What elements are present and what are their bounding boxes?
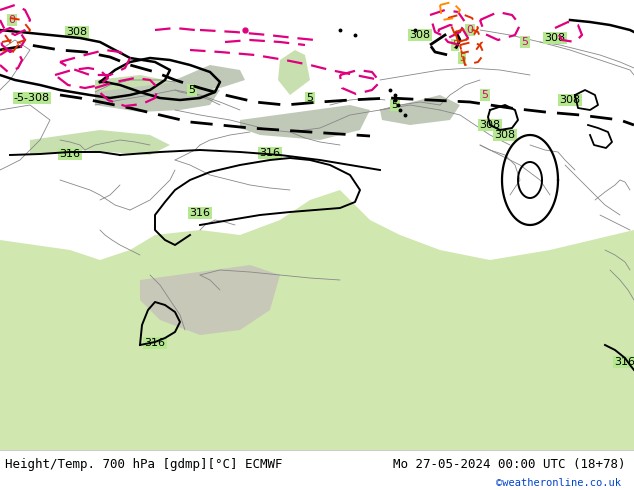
Text: 308: 308 (495, 130, 515, 140)
Polygon shape (380, 95, 460, 125)
Text: 5: 5 (459, 53, 465, 63)
Text: 5: 5 (481, 90, 489, 100)
Polygon shape (95, 82, 220, 112)
Text: 316: 316 (259, 148, 280, 158)
Polygon shape (30, 130, 170, 155)
Text: -5-308: -5-308 (14, 93, 50, 103)
Text: 308: 308 (559, 95, 581, 105)
Polygon shape (240, 105, 370, 140)
Polygon shape (140, 265, 280, 335)
Text: 5: 5 (452, 40, 458, 50)
Text: 316: 316 (145, 338, 165, 348)
Text: 308: 308 (410, 30, 430, 40)
Text: 5: 5 (306, 93, 313, 103)
Polygon shape (175, 65, 245, 88)
Polygon shape (278, 50, 310, 95)
Text: 5: 5 (522, 37, 529, 47)
Text: 0: 0 (467, 25, 474, 35)
Text: 316: 316 (60, 149, 81, 159)
Text: ©weatheronline.co.uk: ©weatheronline.co.uk (496, 478, 621, 488)
Text: 316: 316 (190, 208, 210, 218)
Text: 308: 308 (67, 27, 87, 37)
Polygon shape (0, 190, 634, 450)
Text: 5: 5 (392, 100, 399, 110)
Text: 0: 0 (8, 15, 15, 25)
Text: 5: 5 (188, 85, 195, 95)
Polygon shape (95, 75, 175, 95)
Text: 308: 308 (545, 33, 566, 43)
Text: Height/Temp. 700 hPa [gdmp][°C] ECMWF: Height/Temp. 700 hPa [gdmp][°C] ECMWF (5, 458, 283, 470)
Text: Mo 27-05-2024 00:00 UTC (18+78): Mo 27-05-2024 00:00 UTC (18+78) (393, 458, 626, 470)
Text: 316: 316 (614, 357, 634, 367)
Text: 308: 308 (479, 120, 501, 130)
